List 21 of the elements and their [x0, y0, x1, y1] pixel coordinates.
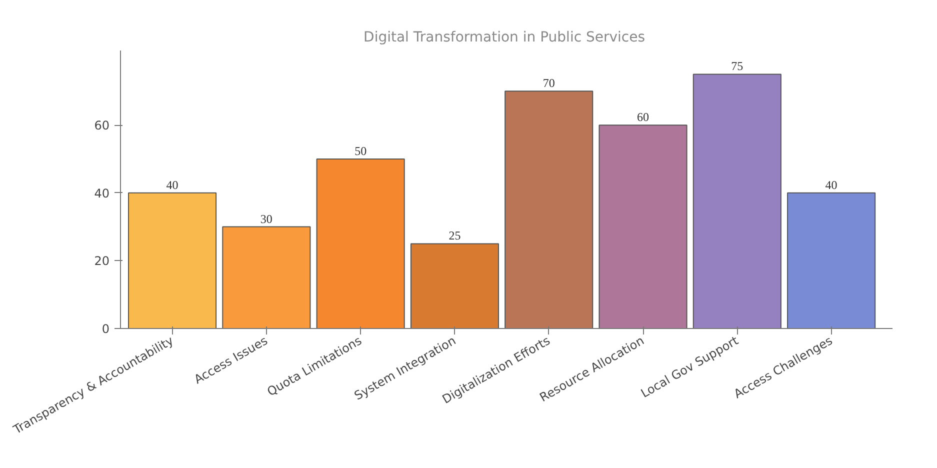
data-label: 75	[731, 59, 744, 74]
data-label: 30	[260, 212, 272, 226]
y-tick-label: 20	[94, 254, 110, 268]
data-label: 70	[542, 76, 555, 90]
data-label: 40	[166, 178, 178, 192]
y-tick-label: 60	[94, 118, 110, 133]
bar	[504, 90, 594, 328]
bar	[692, 74, 782, 328]
bar	[598, 124, 688, 328]
bar	[128, 192, 217, 328]
data-label: 50	[354, 144, 367, 158]
bar	[410, 243, 499, 328]
bar	[787, 192, 876, 328]
data-label: 25	[448, 228, 461, 243]
chart-title: Digital Transformation in Public Services	[364, 30, 646, 46]
y-tick-label: 0	[102, 322, 110, 336]
data-label: 60	[637, 110, 650, 124]
bar	[222, 226, 311, 328]
bar	[316, 158, 405, 328]
data-label: 40	[825, 178, 838, 192]
y-tick-label: 40	[94, 186, 110, 200]
